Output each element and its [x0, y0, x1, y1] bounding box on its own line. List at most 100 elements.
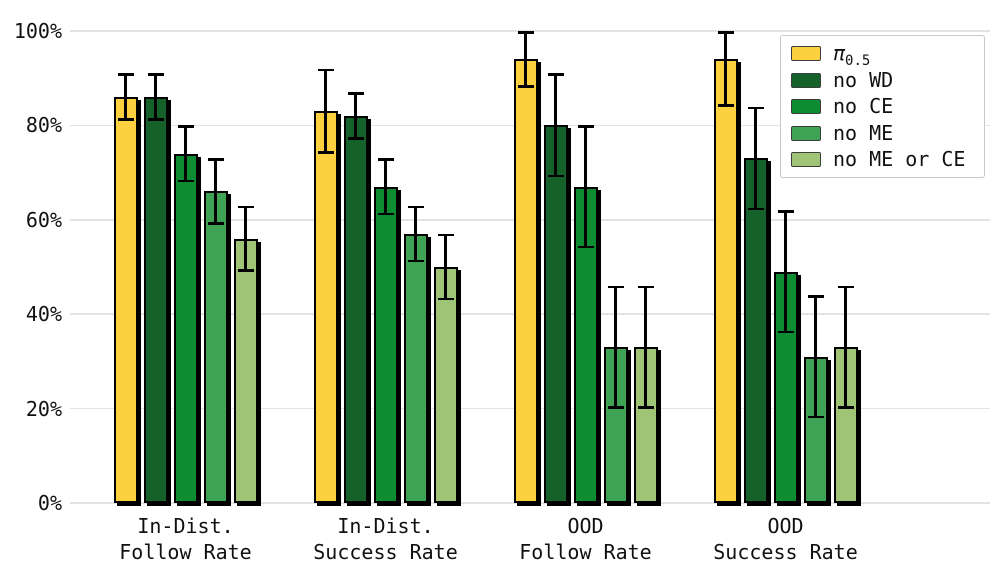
legend-label: no ME or CE: [833, 147, 966, 171]
error-bar-cap-top: [207, 158, 224, 161]
error-bar-π0.5-group4: [717, 31, 734, 107]
error-bar-cap-bottom: [177, 179, 194, 183]
y-tick-label: 80%: [25, 113, 62, 138]
bar-π0.5-group3: [513, 59, 538, 503]
bar-no-WD-group3: [543, 125, 568, 503]
error-bar-cap-top: [837, 285, 854, 289]
bar-no-ME-group1: [203, 191, 228, 503]
error-bar-stem: [414, 205, 417, 263]
error-bar-cap-bottom: [807, 415, 824, 419]
error-bar-stem: [844, 285, 847, 409]
error-bar-cap-top: [237, 205, 254, 209]
legend-item-no-CE: no CE: [791, 94, 974, 118]
error-bar-stem: [644, 285, 647, 409]
legend: π0.5 no WD no CE no ME no ME or CE: [780, 35, 985, 178]
bar-π0.5-group2: [313, 111, 338, 503]
legend-label: no ME: [833, 120, 894, 145]
error-bar-no-ME-or-CE-group3: [637, 285, 654, 409]
legend-item-no-WD: no WD: [791, 67, 974, 92]
error-bar-stem: [754, 106, 757, 211]
plot-area: [70, 30, 990, 504]
y-tick-label: 60%: [25, 207, 62, 232]
error-bar-no-WD-group4: [747, 106, 764, 211]
error-bar-cap-bottom: [117, 118, 134, 121]
error-bar-cap-bottom: [637, 406, 654, 409]
bar-no-CE-group2: [373, 186, 398, 503]
bar-no-ME-group2: [403, 233, 428, 503]
error-bar-cap-bottom: [577, 245, 594, 249]
error-bar-stem: [154, 73, 157, 121]
error-bar-cap-bottom: [747, 207, 764, 211]
legend-swatch: [791, 99, 821, 114]
error-bar-stem: [814, 295, 817, 419]
error-bar-stem: [554, 73, 557, 178]
x-axis-category-label: OOD Success Rate: [713, 514, 858, 564]
legend-item-π0.5: π0.5: [791, 43, 974, 68]
x-axis-category-label: In-Dist. Follow Rate: [119, 514, 252, 564]
error-bar-no-ME-group2: [407, 205, 424, 263]
bar-no-ME-or-CE-group1: [233, 238, 258, 503]
error-bar-no-ME-group1: [207, 158, 224, 225]
bar-no-WD-group4: [743, 158, 768, 503]
error-bar-cap-top: [637, 285, 654, 289]
legend-label: no CE: [833, 94, 894, 118]
error-bar-cap-top: [117, 73, 134, 76]
error-bar-cap-bottom: [837, 406, 854, 409]
error-bar-cap-bottom: [717, 104, 734, 107]
bar-π0.5-group4: [713, 59, 738, 503]
bar-no-WD-group2: [343, 115, 368, 503]
error-bar-stem: [384, 158, 387, 216]
legend-swatch: [791, 46, 821, 61]
legend-label: no WD: [833, 67, 894, 92]
error-bar-no-ME-group3: [607, 285, 624, 409]
error-bar-cap-top: [777, 210, 794, 213]
gridline-0%: [70, 502, 990, 504]
legend-item-no-ME: no ME: [791, 120, 974, 145]
y-tick-label: 100%: [13, 19, 62, 43]
error-bar-no-WD-group1: [147, 73, 164, 121]
legend-swatch: [791, 72, 821, 88]
x-axis-category-label: OOD Follow Rate: [519, 514, 652, 564]
error-bar-cap-top: [577, 125, 594, 128]
error-bar-stem: [124, 73, 127, 121]
error-bar-stem: [584, 125, 587, 249]
error-bar-cap-top: [317, 68, 334, 72]
error-bar-cap-bottom: [607, 406, 624, 409]
error-bar-cap-bottom: [207, 222, 224, 225]
bar-no-ME-or-CE-group2: [433, 267, 458, 503]
error-bar-cap-bottom: [547, 174, 564, 178]
bar-no-WD-group1: [143, 97, 168, 503]
y-tick-label: 40%: [25, 302, 62, 327]
legend-swatch: [791, 152, 821, 167]
error-bar-stem: [324, 68, 327, 154]
error-bar-stem: [524, 31, 527, 88]
bar-no-CE-group1: [173, 153, 198, 503]
error-bar-cap-bottom: [147, 118, 164, 121]
error-bar-π0.5-group2: [317, 68, 334, 154]
error-bar-stem: [614, 285, 617, 409]
error-bar-cap-bottom: [407, 259, 424, 263]
error-bar-cap-bottom: [347, 137, 364, 140]
error-bar-cap-top: [177, 125, 194, 128]
error-bar-no-WD-group3: [547, 73, 564, 178]
error-bar-stem: [354, 92, 357, 140]
error-bar-cap-top: [547, 73, 564, 76]
error-bar-stem: [244, 205, 247, 272]
error-bar-cap-top: [807, 295, 824, 298]
error-bar-stem: [724, 31, 727, 107]
error-bar-cap-top: [147, 73, 164, 76]
error-bar-cap-top: [717, 31, 734, 34]
error-bar-stem: [784, 210, 787, 334]
error-bar-no-CE-group4: [777, 210, 794, 334]
error-bar-cap-top: [747, 106, 764, 110]
error-bar-no-ME-or-CE-group1: [237, 205, 254, 272]
error-bar-π0.5-group1: [117, 73, 134, 121]
error-bar-no-CE-group1: [177, 125, 194, 183]
error-bar-no-ME-or-CE-group4: [837, 285, 854, 409]
legend-item-no-ME-or-CE: no ME or CE: [791, 147, 974, 171]
error-bar-cap-bottom: [517, 85, 534, 88]
error-bar-cap-bottom: [377, 212, 394, 216]
error-bar-cap-top: [607, 285, 624, 289]
error-bar-stem: [184, 125, 187, 183]
